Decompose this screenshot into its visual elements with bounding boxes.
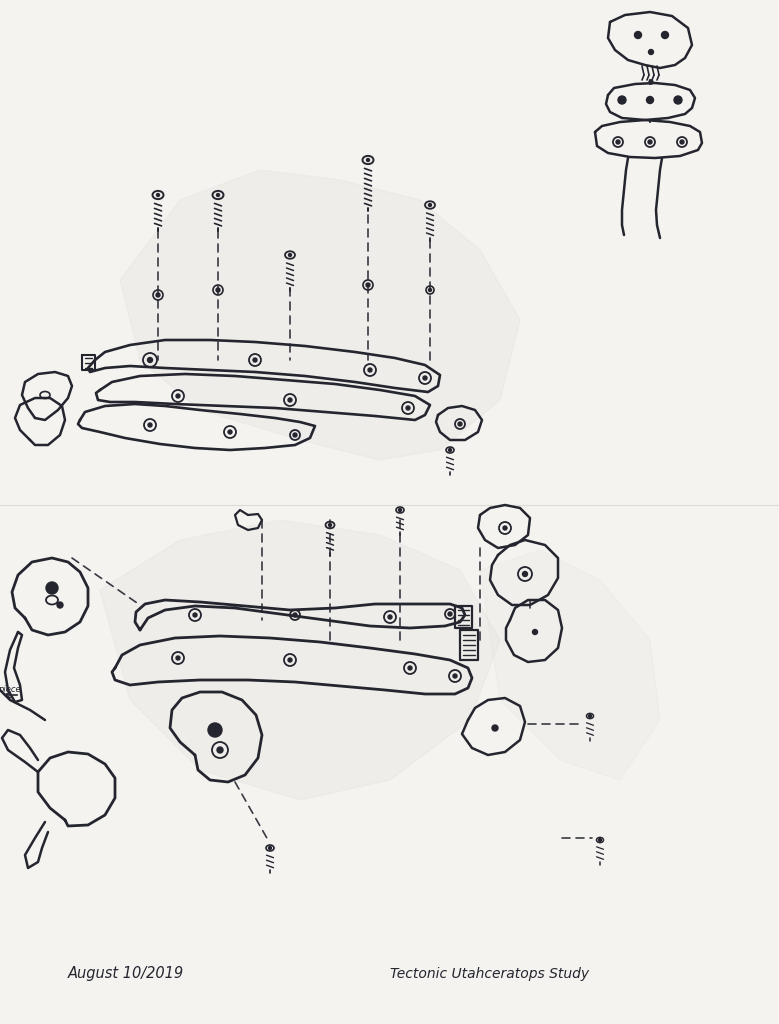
Circle shape [147, 357, 153, 362]
Circle shape [217, 746, 223, 753]
Circle shape [680, 140, 684, 144]
Circle shape [366, 283, 370, 287]
Text: Tectonic Utahceratops Study: Tectonic Utahceratops Study [390, 967, 589, 981]
Circle shape [176, 656, 180, 660]
Circle shape [523, 571, 527, 577]
Circle shape [176, 394, 180, 398]
Circle shape [288, 254, 291, 256]
Circle shape [293, 433, 297, 437]
Circle shape [533, 630, 538, 635]
Circle shape [661, 32, 668, 39]
Circle shape [618, 96, 626, 104]
Circle shape [269, 847, 272, 850]
Circle shape [649, 80, 653, 84]
Circle shape [635, 32, 641, 39]
Circle shape [366, 159, 369, 162]
Circle shape [57, 602, 63, 608]
Polygon shape [480, 550, 660, 780]
Circle shape [193, 613, 197, 617]
Circle shape [156, 293, 160, 297]
Circle shape [329, 523, 332, 526]
Circle shape [253, 358, 257, 362]
Circle shape [228, 430, 232, 434]
Text: piece: piece [0, 685, 20, 694]
Circle shape [388, 615, 392, 618]
Circle shape [288, 398, 292, 402]
Circle shape [428, 204, 432, 207]
Circle shape [458, 422, 462, 426]
Circle shape [293, 613, 297, 617]
Circle shape [368, 368, 372, 372]
Circle shape [674, 96, 682, 104]
Circle shape [148, 423, 152, 427]
Circle shape [399, 509, 401, 512]
Circle shape [288, 658, 292, 662]
Circle shape [616, 140, 620, 144]
Circle shape [208, 723, 222, 737]
Circle shape [428, 289, 432, 292]
Text: August 10/2019: August 10/2019 [68, 966, 184, 981]
Circle shape [216, 288, 220, 292]
Circle shape [453, 674, 457, 678]
Circle shape [448, 612, 452, 616]
Circle shape [588, 715, 591, 718]
Circle shape [503, 526, 507, 530]
Circle shape [492, 725, 498, 731]
Circle shape [648, 49, 654, 54]
Circle shape [217, 194, 220, 197]
Circle shape [598, 839, 601, 842]
Circle shape [423, 376, 427, 380]
Circle shape [647, 96, 654, 103]
Circle shape [46, 582, 58, 594]
Circle shape [157, 194, 160, 197]
Polygon shape [100, 520, 500, 800]
Circle shape [648, 140, 652, 144]
Polygon shape [120, 170, 520, 460]
Circle shape [406, 406, 410, 410]
Circle shape [408, 666, 412, 670]
Circle shape [449, 449, 452, 452]
